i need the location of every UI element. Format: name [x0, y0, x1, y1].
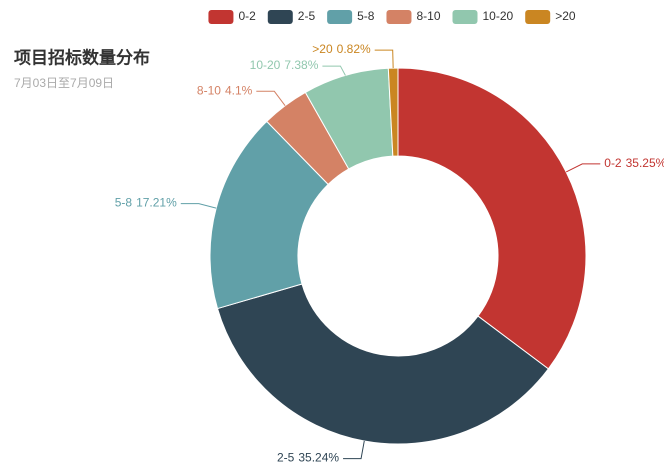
- data-label: 2-5 35.24%: [277, 451, 339, 465]
- legend-swatch: [327, 10, 353, 24]
- slice: [397, 67, 587, 370]
- slice: [387, 67, 399, 157]
- label-line: [322, 65, 346, 76]
- legend-label: 2-5: [298, 9, 316, 23]
- label-name: 0-2: [604, 156, 622, 170]
- label-value: 0.82%: [337, 42, 371, 56]
- label-name: 10-20: [250, 58, 281, 72]
- legend-swatch: [386, 10, 412, 24]
- legend-label: >20: [555, 9, 576, 23]
- data-label: >20 0.82%: [312, 42, 371, 56]
- label-line: [565, 163, 601, 173]
- legend-swatch: [267, 10, 293, 24]
- chart-subtitle: 7月03日至7月09日: [14, 76, 114, 90]
- data-label: 10-20 7.38%: [250, 58, 319, 72]
- legend-swatch: [525, 10, 551, 24]
- legend-label: 8-10: [416, 9, 440, 23]
- data-label: 8-10 4.1%: [197, 83, 253, 97]
- legend-label: 10-20: [483, 9, 514, 23]
- data-label: 5-8 17.21%: [115, 196, 177, 210]
- label-line: [256, 90, 286, 106]
- label-name: 2-5: [277, 451, 295, 465]
- label-line: [374, 49, 394, 69]
- label-name: 8-10: [197, 83, 221, 97]
- label-name: >20: [312, 42, 333, 56]
- chart-title: 项目招标数量分布: [14, 47, 150, 67]
- label-value: 7.38%: [284, 58, 318, 72]
- legend-label: 0-2: [238, 9, 256, 23]
- legend: 0-2 2-5 5-8 8-10 10-20 >20: [208, 9, 576, 24]
- label-value: 35.24%: [298, 451, 339, 465]
- legend-swatch: [208, 10, 234, 24]
- label-line: [343, 440, 365, 460]
- legend-swatch: [452, 10, 478, 24]
- label-value: 4.1%: [225, 83, 253, 97]
- slice: [216, 283, 550, 445]
- slice: [209, 120, 329, 310]
- label-line: [180, 203, 217, 209]
- label-value: 17.21%: [136, 196, 177, 210]
- label-value: 35.25%: [626, 156, 664, 170]
- label-name: 5-8: [115, 196, 133, 210]
- data-label: 0-2 35.25%: [604, 156, 664, 170]
- legend-label: 5-8: [357, 9, 375, 23]
